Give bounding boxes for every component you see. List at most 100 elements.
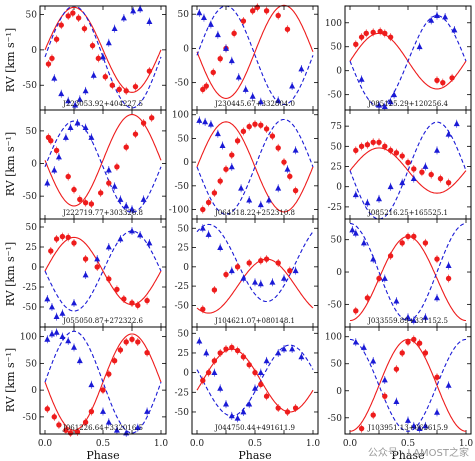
secondary-rv-point (228, 57, 235, 64)
x-tick-label: 0.5 (248, 439, 263, 449)
secondary-rv-point (62, 134, 69, 140)
primary-rv-point (77, 196, 83, 203)
primary-rv-point (445, 179, 452, 186)
secondary-rv-point (246, 196, 253, 203)
primary-rv-point (281, 159, 287, 165)
x-axis-label-col1: Phase (86, 449, 119, 461)
y-tick-label: 0 (336, 183, 342, 193)
primary-rv-point (292, 187, 299, 194)
secondary-rv-point (445, 262, 452, 268)
secondary-rv-point (196, 117, 203, 123)
x-tick-label: 0.5 (96, 439, 111, 449)
secondary-rv-point (130, 7, 137, 14)
primary-rv-point (75, 15, 82, 21)
primary-rv-point (58, 22, 64, 28)
y-tick-label: 0 (183, 369, 189, 379)
x-tick-label: 0.0 (38, 439, 53, 449)
secondary-rv-point (202, 118, 209, 125)
secondary-rv-point (53, 313, 60, 319)
y-tick-label: 50 (178, 329, 190, 339)
secondary-rv-point (370, 255, 377, 262)
primary-rv-point (284, 26, 291, 32)
secondary-rv-point (129, 227, 135, 234)
primary-rv-point (116, 86, 122, 93)
x-axis-label-col3: Phase (391, 449, 424, 461)
primary-rv-point (229, 152, 235, 158)
secondary-rv-point (219, 142, 226, 148)
secondary-rv-point (416, 43, 423, 50)
primary-rv-point (252, 121, 258, 127)
y-tick-label: 50 (331, 360, 343, 370)
primary-rv-point (65, 13, 71, 19)
secondary-rv-point (434, 147, 440, 153)
secondary-rv-point (289, 82, 296, 89)
secondary-rv-point (199, 224, 206, 231)
primary-rv-point (370, 29, 376, 36)
y-tick-label: -25 (175, 388, 190, 398)
primary-rv-point (284, 409, 291, 415)
secondary-rv-point (451, 26, 458, 33)
primary-rv-point (399, 240, 405, 246)
primary-rv-point (405, 339, 411, 345)
secondary-rv-point (391, 91, 398, 98)
primary-rv-point (234, 138, 241, 144)
secondary-rv-point (67, 124, 74, 131)
primary-rv-point (200, 377, 206, 384)
secondary-rv-point (82, 271, 89, 278)
secondary-rv-point (48, 303, 55, 310)
secondary-rv-point (292, 146, 299, 153)
secondary-rv-point (228, 163, 235, 170)
y-tick-label: 25 (26, 243, 38, 253)
primary-rv-point (100, 387, 106, 393)
primary-rv-point (210, 69, 216, 76)
primary-rv-point (223, 166, 229, 172)
y-tick-label: 0 (336, 268, 342, 278)
rv-panel: -50 0 50 J230445.67+332804.0 (175, 3, 319, 111)
primary-rv-point (240, 18, 247, 24)
y-tick-label: 25 (178, 349, 190, 359)
secondary-rv-point (249, 93, 256, 99)
secondary-rv-point (275, 184, 282, 191)
secondary-rv-point (381, 376, 388, 383)
primary-rv-point (132, 131, 139, 137)
y-tick-label: 0 (31, 263, 37, 273)
primary-rv-point (63, 427, 69, 433)
panel-frame (191, 218, 319, 328)
primary-rv-point (428, 171, 434, 178)
secondary-rv-point (434, 294, 440, 301)
secondary-rv-point (71, 299, 77, 306)
secondary-rv-point (281, 275, 287, 281)
secondary-rv-curve (196, 118, 314, 215)
secondary-rv-point (453, 120, 460, 127)
rv-panel: -50 0 50 100 J085125.29+120256.4 (325, 5, 472, 111)
secondary-rv-point (364, 199, 371, 206)
secondary-rv-point (416, 425, 423, 431)
primary-rv-point (292, 405, 299, 411)
star-id-label: J055050.87+272322.6 (62, 317, 143, 325)
secondary-rv-point (257, 369, 264, 376)
primary-rv-point (422, 350, 429, 356)
primary-rv-point (275, 260, 281, 266)
y-tick-label: -50 (23, 81, 38, 91)
secondary-rv-point (58, 90, 65, 97)
secondary-rv-point (360, 239, 367, 246)
primary-rv-point (45, 61, 52, 67)
primary-rv-point (246, 260, 252, 266)
primary-rv-curve (44, 6, 162, 93)
primary-rv-point (269, 133, 276, 139)
secondary-rv-point (51, 74, 58, 81)
primary-rv-point (358, 143, 365, 150)
primary-rv-point (370, 412, 376, 418)
secondary-rv-point (105, 39, 112, 46)
secondary-rv-point (82, 87, 89, 94)
primary-rv-point (129, 300, 135, 306)
primary-rv-point (59, 233, 66, 240)
secondary-rv-point (48, 330, 55, 337)
secondary-rv-point (238, 184, 245, 191)
secondary-rv-point (100, 408, 106, 414)
secondary-rv-point (65, 337, 72, 344)
y-axis-label-row3: RV [km s⁻¹] (4, 242, 17, 306)
primary-rv-point (263, 8, 270, 14)
primary-rv-point (246, 123, 252, 130)
star-id-label: J033559.89+331152.5 (367, 317, 448, 325)
